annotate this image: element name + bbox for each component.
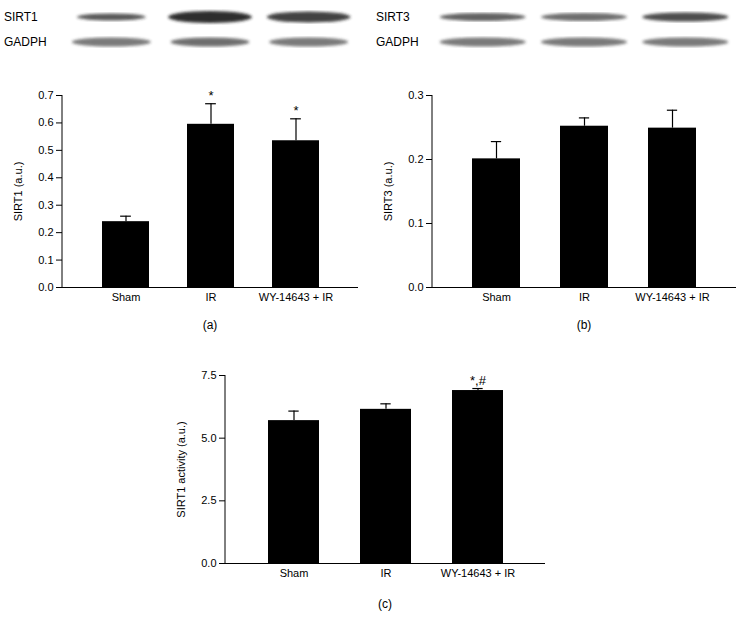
svg-text:Sham: Sham (482, 291, 511, 303)
svg-text:*: * (293, 103, 298, 118)
svg-text:IR: IR (206, 291, 217, 303)
svg-text:0.6: 0.6 (38, 116, 53, 128)
svg-text:0.0: 0.0 (38, 281, 53, 293)
svg-text:SIRT1 activity (a.u.): SIRT1 activity (a.u.) (175, 421, 187, 517)
svg-text:0.7: 0.7 (38, 89, 53, 101)
svg-text:GADPH: GADPH (376, 35, 419, 49)
html-text:(c): (c) (378, 597, 392, 611)
svg-text:5.0: 5.0 (201, 432, 216, 444)
svg-text:0.2: 0.2 (408, 153, 423, 165)
svg-text:*,#: *,# (470, 373, 487, 388)
svg-text:SIRT1: SIRT1 (4, 10, 38, 24)
svg-text:SIRT1 (a.u.): SIRT1 (a.u.) (12, 162, 24, 222)
svg-text:WY-14643 + IR: WY-14643 + IR (441, 567, 516, 579)
svg-text:SIRT3 (a.u.): SIRT3 (a.u.) (382, 162, 394, 222)
svg-text:SIRT3: SIRT3 (376, 10, 410, 24)
html-text:(a): (a) (202, 318, 218, 332)
svg-text:0.1: 0.1 (38, 254, 53, 266)
svg-text:Sham: Sham (280, 567, 309, 579)
svg-text:2.5: 2.5 (201, 494, 216, 506)
svg-text:0.1: 0.1 (408, 217, 423, 229)
svg-text:0.0: 0.0 (408, 281, 423, 293)
svg-text:0.3: 0.3 (38, 199, 53, 211)
svg-text:0.2: 0.2 (38, 226, 53, 238)
svg-text:GADPH: GADPH (4, 35, 47, 49)
svg-text:0.4: 0.4 (38, 171, 53, 183)
svg-text:Sham: Sham (112, 291, 141, 303)
svg-text:WY-14643 + IR: WY-14643 + IR (259, 291, 334, 303)
svg-text:0.0: 0.0 (201, 557, 216, 569)
svg-text:0.5: 0.5 (38, 144, 53, 156)
svg-text:7.5: 7.5 (201, 369, 216, 381)
svg-text:0.3: 0.3 (408, 89, 423, 101)
html-text:(b): (b) (576, 318, 592, 332)
svg-text:IR: IR (381, 567, 392, 579)
svg-text:*: * (208, 88, 213, 103)
svg-text:IR: IR (579, 291, 590, 303)
svg-text:WY-14643 + IR: WY-14643 + IR (635, 291, 710, 303)
